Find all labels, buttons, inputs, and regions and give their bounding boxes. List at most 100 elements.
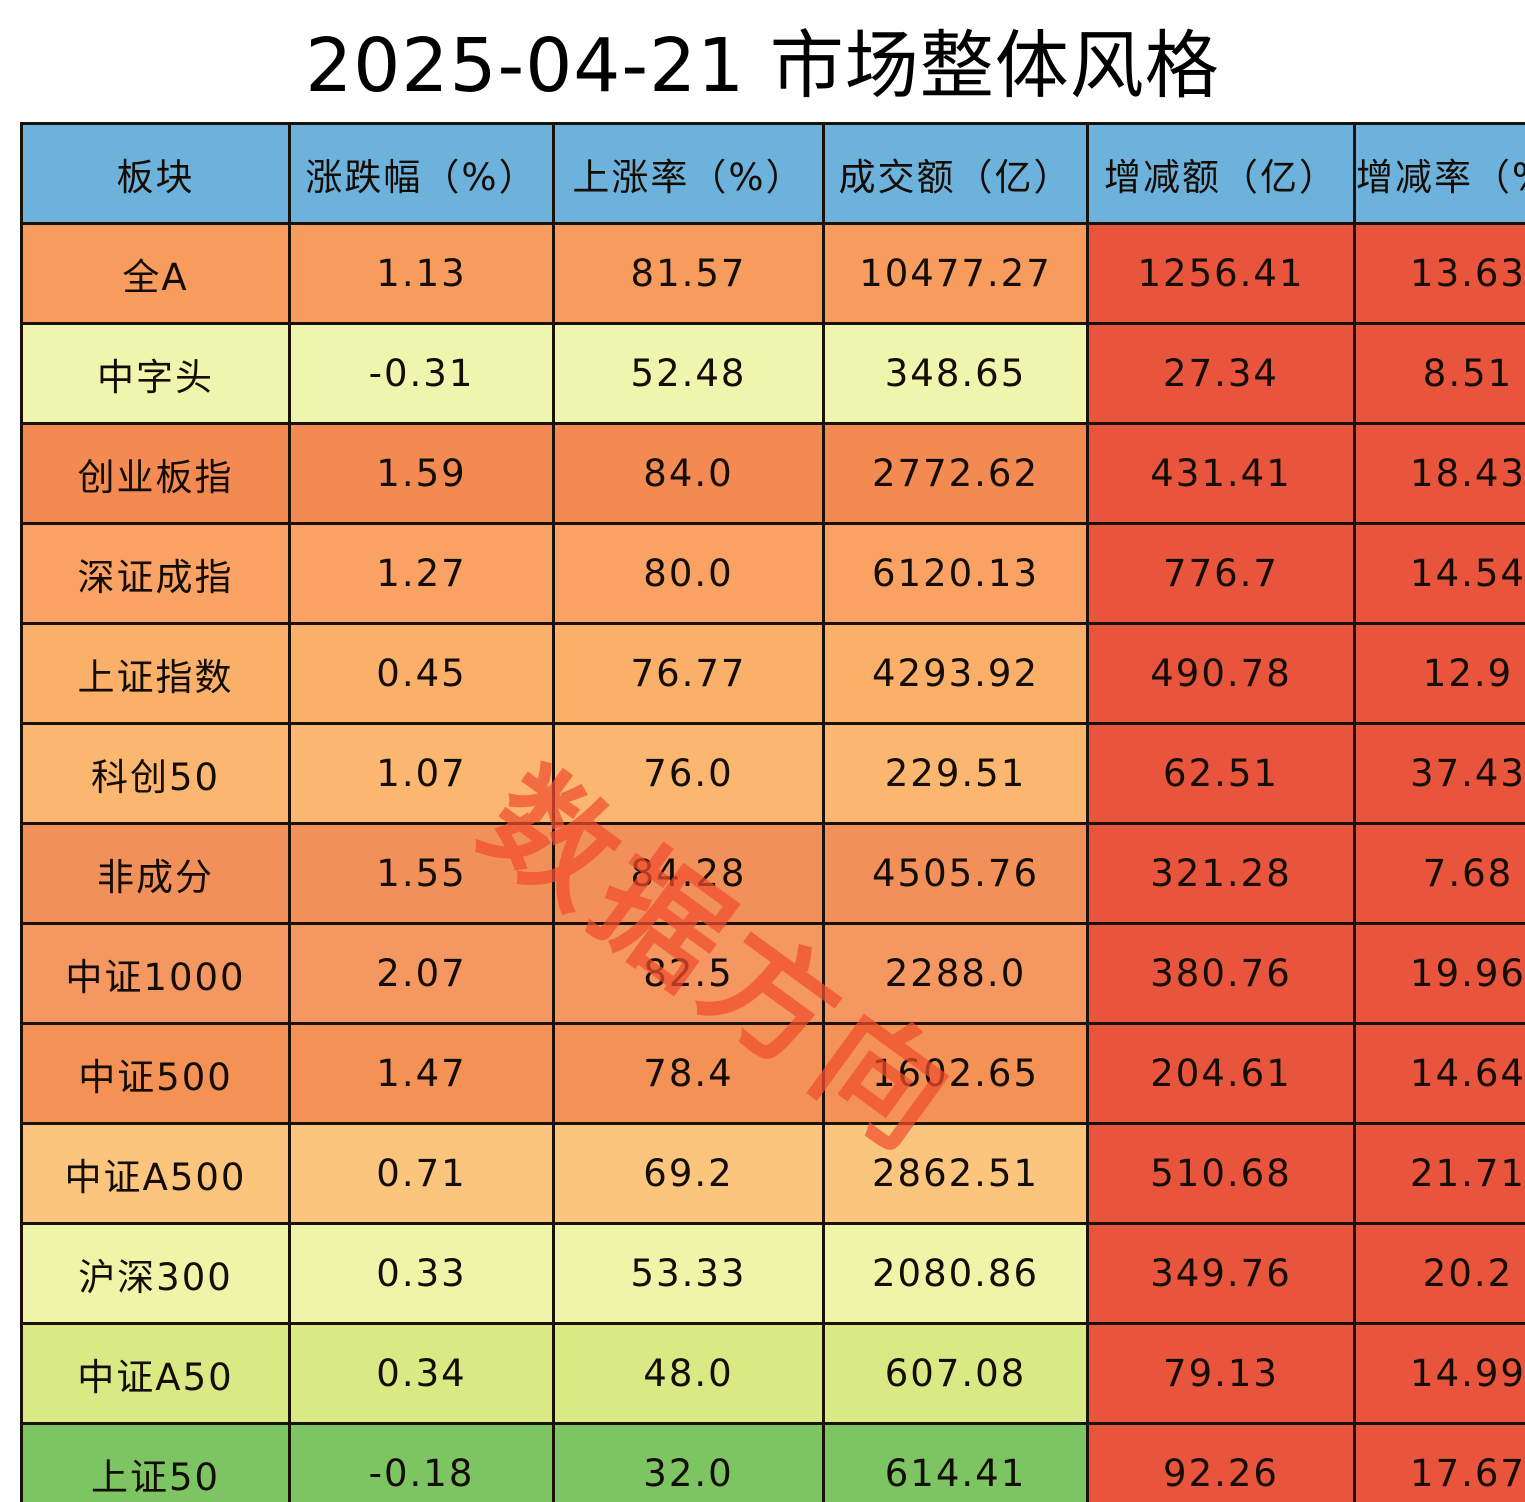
cell-advance_pct: 69.2	[552, 1122, 825, 1225]
cell-turnover: 1602.65	[822, 1022, 1089, 1125]
cell-delta_rate: 17.67	[1353, 1422, 1525, 1502]
cell-sector: 深证成指	[20, 522, 291, 625]
cell-delta_amount: 349.76	[1086, 1222, 1356, 1325]
cell-delta_rate: 20.2	[1353, 1222, 1525, 1325]
cell-sector: 中证1000	[20, 922, 291, 1025]
cell-advance_pct: 84.28	[552, 822, 825, 925]
cell-advance_pct: 76.0	[552, 722, 825, 825]
cell-delta_rate: 14.54	[1353, 522, 1525, 625]
cell-delta_amount: 62.51	[1086, 722, 1356, 825]
table-row[interactable]: 中字头 -0.31 52.48 348.65 27.34 8.51	[20, 322, 1525, 425]
cell-sector: 全A	[20, 222, 291, 325]
table-row[interactable]: 上证50 -0.18 32.0 614.41 92.26 17.67	[20, 1422, 1525, 1502]
page-title: 2025-04-21 市场整体风格	[305, 23, 1220, 109]
cell-delta_rate: 19.96	[1353, 922, 1525, 1025]
cell-delta_rate: 12.9	[1353, 622, 1525, 725]
cell-change_pct: -0.18	[288, 1422, 555, 1502]
cell-change_pct: 0.71	[288, 1122, 555, 1225]
table-row[interactable]: 科创50 1.07 76.0 229.51 62.51 37.43	[20, 722, 1525, 825]
cell-sector: 上证50	[20, 1422, 291, 1502]
column-header-advance_pct[interactable]: 上涨率（%）	[552, 122, 825, 225]
cell-sector: 中证500	[20, 1022, 291, 1125]
column-header-delta_amount[interactable]: 增减额（亿）	[1086, 122, 1356, 225]
cell-turnover: 4505.76	[822, 822, 1089, 925]
table-body: 全A 1.13 81.57 10477.27 1256.41 13.63 中字头 -0.31 5…	[20, 222, 1525, 1502]
cell-sector: 沪深300	[20, 1222, 291, 1325]
table-row[interactable]: 中证1000 2.07 82.5 2288.0 380.76 19.96	[20, 922, 1525, 1025]
cell-change_pct: 1.55	[288, 822, 555, 925]
cell-delta_amount: 510.68	[1086, 1122, 1356, 1225]
table-row[interactable]: 上证指数 0.45 76.77 4293.92 490.78 12.9	[20, 622, 1525, 725]
cell-turnover: 607.08	[822, 1322, 1089, 1425]
cell-sector: 创业板指	[20, 422, 291, 525]
cell-turnover: 348.65	[822, 322, 1089, 425]
cell-advance_pct: 81.57	[552, 222, 825, 325]
table-row[interactable]: 全A 1.13 81.57 10477.27 1256.41 13.63	[20, 222, 1525, 325]
cell-delta_amount: 204.61	[1086, 1022, 1356, 1125]
cell-delta_amount: 79.13	[1086, 1322, 1356, 1425]
cell-sector: 中证A500	[20, 1122, 291, 1225]
cell-advance_pct: 80.0	[552, 522, 825, 625]
cell-sector: 非成分	[20, 822, 291, 925]
cell-advance_pct: 84.0	[552, 422, 825, 525]
cell-turnover: 2862.51	[822, 1122, 1089, 1225]
cell-sector: 科创50	[20, 722, 291, 825]
table-row[interactable]: 沪深300 0.33 53.33 2080.86 349.76 20.2	[20, 1222, 1525, 1325]
table-row[interactable]: 非成分 1.55 84.28 4505.76 321.28 7.68	[20, 822, 1525, 925]
cell-turnover: 4293.92	[822, 622, 1089, 725]
cell-change_pct: -0.31	[288, 322, 555, 425]
column-header-sector[interactable]: 板块	[20, 122, 291, 225]
cell-delta_rate: 18.43	[1353, 422, 1525, 525]
cell-turnover: 10477.27	[822, 222, 1089, 325]
cell-advance_pct: 53.33	[552, 1222, 825, 1325]
cell-delta_amount: 776.7	[1086, 522, 1356, 625]
cell-delta_amount: 380.76	[1086, 922, 1356, 1025]
cell-change_pct: 1.13	[288, 222, 555, 325]
table-row[interactable]: 中证500 1.47 78.4 1602.65 204.61 14.64	[20, 1022, 1525, 1125]
cell-advance_pct: 48.0	[552, 1322, 825, 1425]
cell-advance_pct: 52.48	[552, 322, 825, 425]
cell-turnover: 229.51	[822, 722, 1089, 825]
cell-turnover: 2288.0	[822, 922, 1089, 1025]
cell-change_pct: 1.07	[288, 722, 555, 825]
cell-delta_rate: 8.51	[1353, 322, 1525, 425]
cell-change_pct: 1.47	[288, 1022, 555, 1125]
cell-turnover: 6120.13	[822, 522, 1089, 625]
cell-change_pct: 0.45	[288, 622, 555, 725]
table-row[interactable]: 创业板指 1.59 84.0 2772.62 431.41 18.43	[20, 422, 1525, 525]
cell-change_pct: 0.33	[288, 1222, 555, 1325]
table-row[interactable]: 中证A50 0.34 48.0 607.08 79.13 14.99	[20, 1322, 1525, 1425]
cell-delta_amount: 1256.41	[1086, 222, 1356, 325]
cell-advance_pct: 76.77	[552, 622, 825, 725]
cell-advance_pct: 78.4	[552, 1022, 825, 1125]
table-row[interactable]: 深证成指 1.27 80.0 6120.13 776.7 14.54	[20, 522, 1525, 625]
cell-turnover: 2080.86	[822, 1222, 1089, 1325]
cell-sector: 上证指数	[20, 622, 291, 725]
cell-change_pct: 2.07	[288, 922, 555, 1025]
cell-sector: 中字头	[20, 322, 291, 425]
cell-delta_rate: 37.43	[1353, 722, 1525, 825]
cell-sector: 中证A50	[20, 1322, 291, 1425]
table-row[interactable]: 中证A500 0.71 69.2 2862.51 510.68 21.71	[20, 1122, 1525, 1225]
cell-delta_amount: 27.34	[1086, 322, 1356, 425]
cell-delta_rate: 13.63	[1353, 222, 1525, 325]
cell-delta_amount: 431.41	[1086, 422, 1356, 525]
cell-advance_pct: 82.5	[552, 922, 825, 1025]
cell-delta_amount: 92.26	[1086, 1422, 1356, 1502]
column-header-delta_rate[interactable]: 增减率（%）	[1353, 122, 1525, 225]
cell-delta_rate: 21.71	[1353, 1122, 1525, 1225]
cell-delta_amount: 321.28	[1086, 822, 1356, 925]
cell-delta_rate: 14.99	[1353, 1322, 1525, 1425]
cell-delta_rate: 7.68	[1353, 822, 1525, 925]
cell-change_pct: 1.59	[288, 422, 555, 525]
cell-delta_amount: 490.78	[1086, 622, 1356, 725]
cell-change_pct: 1.27	[288, 522, 555, 625]
column-header-change_pct[interactable]: 涨跌幅（%）	[288, 122, 555, 225]
column-header-turnover[interactable]: 成交额（亿）	[822, 122, 1089, 225]
cell-advance_pct: 32.0	[552, 1422, 825, 1502]
